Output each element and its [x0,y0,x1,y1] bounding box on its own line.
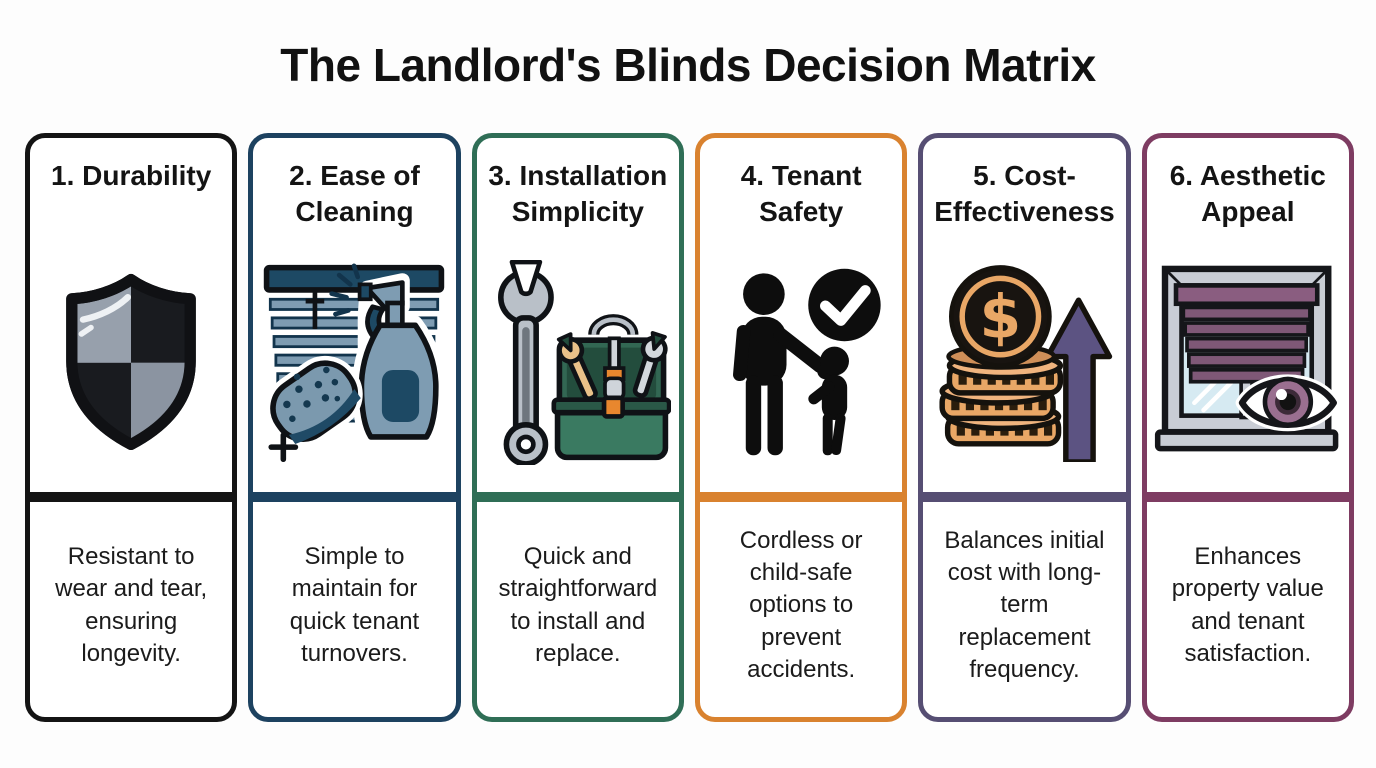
icon-wrap [1147,236,1349,492]
coins-up-arrow-icon: $ [939,265,1113,462]
card-heading: 4. Tenant Safety [740,160,862,228]
card-top: 6. Aesthetic Appeal [1147,138,1349,492]
icon-wrap: $ [923,236,1125,492]
card-heading: 1. Durability [51,160,212,191]
wrench-toolbox-icon [497,259,671,465]
blinds-sponge-spray-icon [264,262,446,462]
svg-text:$: $ [980,282,1022,352]
shield-checkered-icon [66,274,196,450]
card-heading: 5. Cost-Effectiveness [934,160,1115,228]
card-ease-of-cleaning: 2. Ease of Cleaning [248,133,461,722]
card-installation-simplicity: 3. Installation Simplicity [471,133,684,722]
card-description: Enhances property value and tenant satis… [1171,543,1324,667]
card-cost-effectiveness: 5. Cost-Effectiveness [918,133,1131,722]
card-durability: 1. Durability Resistant to wear and te [25,133,238,722]
card-heading: 2. Ease of Cleaning [289,160,420,228]
icon-wrap [700,236,902,492]
window-blinds-eye-icon [1154,265,1340,452]
card-heading: 3. Installation Simplicity [488,160,668,228]
card-top: 2. Ease of Cleaning [253,138,455,492]
card-top: 1. Durability [30,138,232,492]
card-heading: 6. Aesthetic Appeal [1169,160,1326,228]
card-description: Resistant to wear and tear, ensuring lon… [55,543,208,667]
card-divider [699,492,903,502]
card-tenant-safety: 4. Tenant Safety [694,133,908,722]
adult-child-check-icon [733,268,881,455]
card-divider [1146,492,1349,502]
card-description: Quick and straightforward to install and… [498,543,658,667]
page-title: The Landlord's Blinds Decision Matrix [280,39,1096,91]
icon-wrap [477,236,679,492]
card-description: Simple to maintain for quick tenant turn… [289,543,420,667]
decision-matrix-board: 1. Durability Resistant to wear and te [25,133,1354,722]
icon-wrap [30,236,232,492]
card-top: 5. Cost-Effectiveness [923,138,1125,492]
icon-wrap [253,236,455,492]
card-description: Balances initial cost with long-term rep… [944,527,1105,683]
card-divider [253,492,456,502]
card-description: Cordless or child-safe options to preven… [739,527,863,683]
card-divider [30,492,233,502]
card-aesthetic-appeal: 6. Aesthetic Appeal [1141,133,1354,722]
card-divider [476,492,679,502]
card-top: 3. Installation Simplicity [477,138,679,492]
card-top: 4. Tenant Safety [700,138,902,492]
card-divider [923,492,1126,502]
